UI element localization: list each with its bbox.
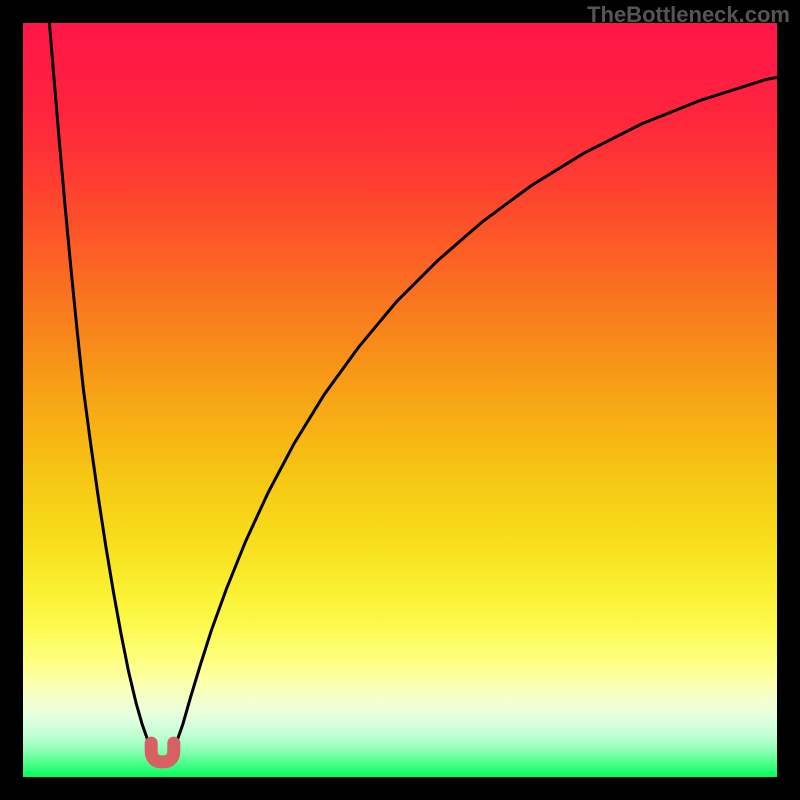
chart-svg	[23, 23, 777, 777]
watermark-text: TheBottleneck.com	[587, 2, 790, 28]
plot-area	[23, 23, 777, 777]
chart-container: TheBottleneck.com	[0, 0, 800, 800]
gradient-background	[23, 23, 777, 777]
